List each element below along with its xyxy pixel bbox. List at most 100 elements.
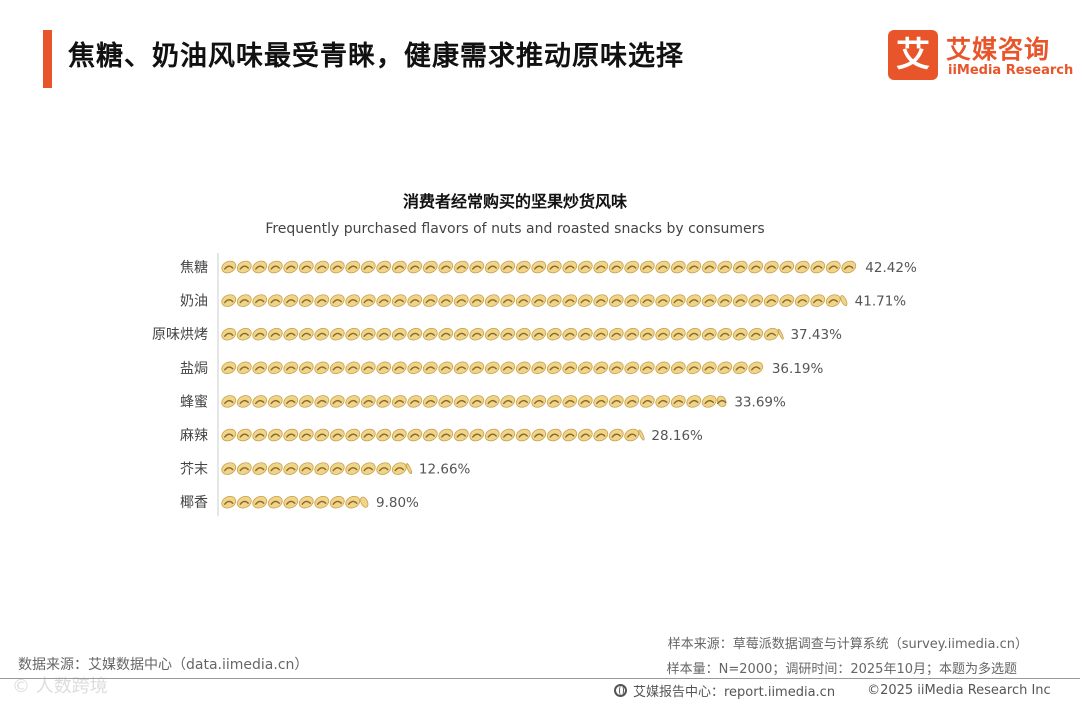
peanut-icon <box>221 428 237 442</box>
category-label: 芥末 <box>180 462 208 478</box>
peanut-icon <box>345 260 361 274</box>
peanut-icon <box>376 294 392 307</box>
sample-source-note: 样本来源：草莓派数据调查与计算系统（survey.iimedia.cn） <box>667 637 1028 652</box>
peanut-icon <box>670 395 686 408</box>
peanut-icon <box>221 462 237 475</box>
peanut-icon <box>298 462 314 475</box>
peanut-icon <box>701 361 717 375</box>
watermark: © 人数跨境 <box>12 676 108 697</box>
peanut-icon <box>329 327 345 341</box>
peanut-icon <box>670 361 686 375</box>
peanut-icon <box>562 361 578 375</box>
peanut-icon <box>438 294 454 307</box>
peanut-icon <box>438 361 454 375</box>
peanut-icon <box>360 462 376 475</box>
category-label: 椰香 <box>180 495 208 511</box>
peanut-icon <box>655 395 671 408</box>
peanut-icon <box>267 260 283 274</box>
peanut-icon <box>453 260 469 274</box>
peanut-icon <box>453 361 469 375</box>
peanut-icon <box>779 260 795 274</box>
peanut-icon <box>252 462 268 475</box>
peanut-icon <box>422 428 438 442</box>
sample-info-note: 样本量：N=2000；调研时间：2025年10月；本题为多选题 <box>666 662 1017 677</box>
peanut-icon <box>531 395 547 408</box>
peanut-icon <box>438 327 454 341</box>
peanut-icon <box>484 327 500 341</box>
peanut-icon <box>283 462 299 475</box>
peanut-icon <box>484 395 500 408</box>
report-center-link[interactable]: 艾媒报告中心：report.iimedia.cn <box>633 685 836 700</box>
peanut-icon <box>252 395 268 408</box>
title-accent-bar <box>43 30 52 88</box>
peanut-icon <box>577 294 593 307</box>
footer-bottom-bar: 艾媒报告中心：report.iimedia.cn ©2025 iiMedia R… <box>614 681 1051 700</box>
peanut-icon <box>298 361 314 375</box>
flavor-bar <box>221 495 369 509</box>
flavor-bar <box>221 462 413 475</box>
chart-subtitle: Frequently purchased flavors of nuts and… <box>265 221 765 237</box>
peanut-icon <box>236 495 252 509</box>
peanut-icon <box>252 428 268 442</box>
peanut-icon <box>639 294 655 307</box>
category-label: 焦糖 <box>180 260 208 276</box>
peanut-icon <box>732 361 748 375</box>
peanut-icon <box>655 327 671 341</box>
peanut-icon <box>360 294 376 307</box>
peanut-icon <box>221 260 237 274</box>
peanut-icon <box>546 327 562 341</box>
peanut-icon <box>221 495 237 509</box>
peanut-icon <box>686 361 702 375</box>
peanut-icon <box>608 294 624 307</box>
peanut-icon <box>252 260 268 274</box>
peanut-icon <box>469 294 485 307</box>
peanut-icon <box>655 260 671 274</box>
peanut-icon <box>438 428 454 442</box>
peanut-icon <box>267 428 283 442</box>
peanut-icon <box>329 495 345 509</box>
peanut-icon <box>298 428 314 442</box>
peanut-icon <box>391 294 407 307</box>
peanut-icon <box>608 260 624 274</box>
peanut-icon <box>655 361 671 375</box>
peanut-icon <box>639 327 655 341</box>
peanut-icon <box>360 428 376 442</box>
peanut-icon <box>422 395 438 408</box>
peanut-icon <box>777 328 784 340</box>
peanut-icon <box>624 260 640 274</box>
peanut-icon <box>236 428 252 442</box>
peanut-icon <box>360 395 376 408</box>
peanut-icon <box>717 361 733 375</box>
peanut-icon <box>469 428 485 442</box>
peanut-icon <box>236 462 252 475</box>
value-label: 9.80% <box>376 495 419 511</box>
peanut-icon <box>638 429 645 441</box>
peanut-icon <box>329 260 345 274</box>
peanut-icon <box>686 327 702 341</box>
peanut-icon <box>484 361 500 375</box>
peanut-icon <box>701 260 717 274</box>
category-label: 蜂蜜 <box>180 394 208 410</box>
peanut-icon <box>314 428 330 442</box>
peanut-icon <box>577 327 593 341</box>
peanut-icon <box>562 294 578 307</box>
peanut-icon <box>345 462 361 475</box>
peanut-icon <box>391 428 407 442</box>
peanut-icon <box>593 327 609 341</box>
peanut-icon <box>500 327 516 341</box>
peanut-icon <box>283 327 299 341</box>
peanut-icon <box>376 395 392 408</box>
peanut-icon <box>717 327 733 341</box>
peanut-icon <box>376 260 392 274</box>
value-label: 33.69% <box>734 394 786 410</box>
peanut-icon <box>515 361 531 375</box>
value-label: 41.71% <box>855 294 907 310</box>
peanut-icon <box>407 361 423 375</box>
peanut-icon <box>546 260 562 274</box>
peanut-icon <box>515 260 531 274</box>
peanut-icon <box>438 395 454 408</box>
page-title: 焦糖、奶油风味最受青睐，健康需求推动原味选择 <box>68 41 684 72</box>
peanut-icon <box>779 294 795 307</box>
peanut-icon <box>469 260 485 274</box>
